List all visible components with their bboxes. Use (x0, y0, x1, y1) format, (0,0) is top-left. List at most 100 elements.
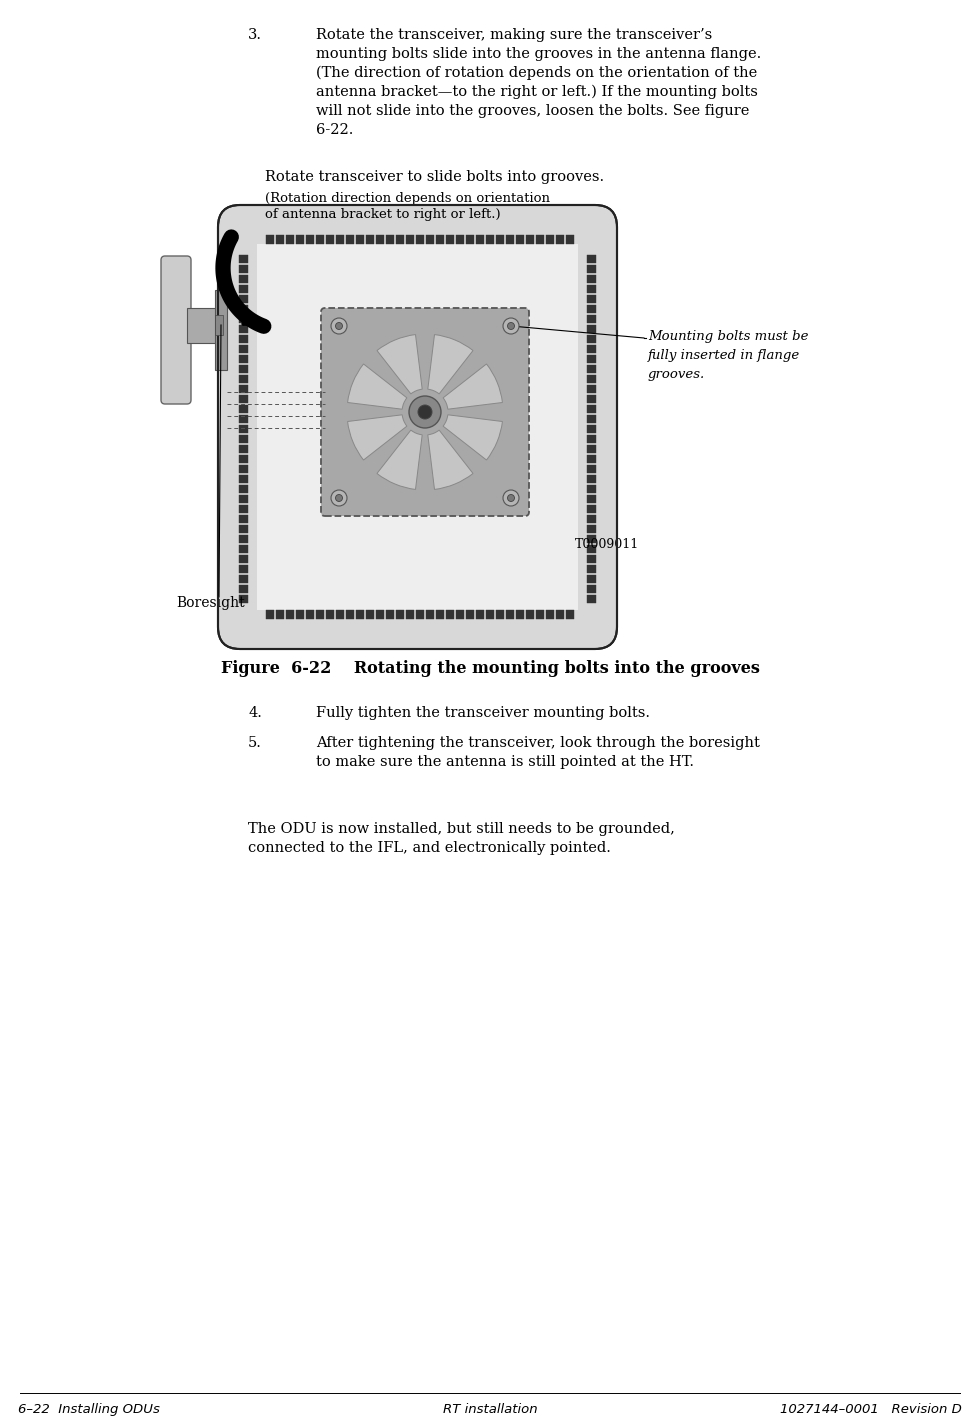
Bar (316, 610, 324, 618)
Bar (587, 396, 596, 403)
Bar (436, 236, 444, 244)
Bar (239, 306, 248, 313)
Bar (239, 426, 248, 433)
Text: 1027144–0001   Revision D: 1027144–0001 Revision D (780, 1402, 962, 1417)
Bar (386, 610, 394, 618)
Bar (257, 244, 578, 610)
Bar (239, 386, 248, 393)
Bar (546, 610, 554, 618)
Bar (239, 536, 248, 543)
Bar (326, 236, 334, 244)
Wedge shape (348, 414, 407, 460)
Bar (276, 610, 284, 618)
Bar (239, 486, 248, 493)
Circle shape (508, 323, 514, 330)
Bar (466, 236, 474, 244)
Bar (456, 236, 464, 244)
Circle shape (335, 323, 342, 330)
Circle shape (508, 494, 514, 501)
Bar (587, 536, 596, 543)
Bar (587, 545, 596, 553)
Bar (239, 396, 248, 403)
Bar (239, 296, 248, 303)
Circle shape (503, 490, 519, 506)
Wedge shape (377, 430, 422, 490)
Text: 6–22  Installing ODUs: 6–22 Installing ODUs (18, 1402, 160, 1417)
Bar (336, 610, 344, 618)
Text: 6-22.: 6-22. (316, 123, 354, 137)
Bar (587, 286, 596, 293)
Text: Boresight: Boresight (176, 595, 245, 610)
Text: RT installation: RT installation (443, 1402, 537, 1417)
Bar (566, 610, 574, 618)
Circle shape (331, 318, 347, 334)
Bar (506, 610, 514, 618)
Bar (266, 236, 274, 244)
Bar (336, 236, 344, 244)
Bar (356, 236, 364, 244)
Bar (376, 610, 384, 618)
Bar (296, 610, 304, 618)
Text: 3.: 3. (248, 29, 262, 41)
Text: Fully tighten the transceiver mounting bolts.: Fully tighten the transceiver mounting b… (316, 705, 650, 720)
Bar (426, 236, 434, 244)
Wedge shape (428, 430, 473, 490)
Bar (239, 466, 248, 473)
Text: of antenna bracket to right or left.): of antenna bracket to right or left.) (265, 208, 501, 221)
Bar (239, 376, 248, 383)
Text: 5.: 5. (248, 735, 262, 750)
Bar (466, 610, 474, 618)
Bar (416, 610, 424, 618)
Bar (587, 406, 596, 413)
Bar (239, 266, 248, 273)
Text: antenna bracket—to the right or left.) If the mounting bolts: antenna bracket—to the right or left.) I… (316, 86, 758, 100)
Bar (587, 426, 596, 433)
Wedge shape (348, 364, 407, 410)
Bar (296, 236, 304, 244)
Text: (Rotation direction depends on orientation: (Rotation direction depends on orientati… (265, 191, 550, 206)
Bar (215, 290, 227, 370)
Bar (215, 316, 223, 336)
Bar (587, 376, 596, 383)
Bar (239, 286, 248, 293)
Text: mounting bolts slide into the grooves in the antenna flange.: mounting bolts slide into the grooves in… (316, 47, 761, 61)
Circle shape (503, 318, 519, 334)
Bar (587, 346, 596, 353)
Bar (516, 610, 524, 618)
Text: to make sure the antenna is still pointed at the HT.: to make sure the antenna is still pointe… (316, 755, 694, 770)
Bar (587, 506, 596, 513)
Bar (386, 236, 394, 244)
Text: The ODU is now installed, but still needs to be grounded,: The ODU is now installed, but still need… (248, 823, 675, 835)
Wedge shape (443, 364, 503, 410)
Wedge shape (443, 414, 503, 460)
Bar (239, 416, 248, 423)
Bar (239, 276, 248, 283)
Text: After tightening the transceiver, look through the boresight: After tightening the transceiver, look t… (316, 735, 760, 750)
Bar (587, 296, 596, 303)
Bar (239, 595, 248, 603)
Bar (496, 610, 504, 618)
Text: connected to the IFL, and electronically pointed.: connected to the IFL, and electronically… (248, 841, 611, 855)
Bar (239, 336, 248, 343)
Bar (587, 516, 596, 523)
Bar (587, 446, 596, 453)
Bar (239, 545, 248, 553)
Bar (239, 476, 248, 483)
Circle shape (409, 396, 441, 428)
Bar (587, 436, 596, 443)
Bar (526, 236, 534, 244)
Bar (587, 595, 596, 603)
Text: Mounting bolts must be
fully inserted in flange
grooves.: Mounting bolts must be fully inserted in… (648, 330, 808, 381)
Bar (286, 610, 294, 618)
Bar (486, 236, 494, 244)
Wedge shape (428, 334, 473, 394)
Bar (587, 266, 596, 273)
Bar (587, 416, 596, 423)
Bar (376, 236, 384, 244)
Bar (587, 356, 596, 363)
Bar (506, 236, 514, 244)
Bar (396, 236, 404, 244)
Bar (587, 526, 596, 533)
Bar (239, 436, 248, 443)
Bar (546, 236, 554, 244)
